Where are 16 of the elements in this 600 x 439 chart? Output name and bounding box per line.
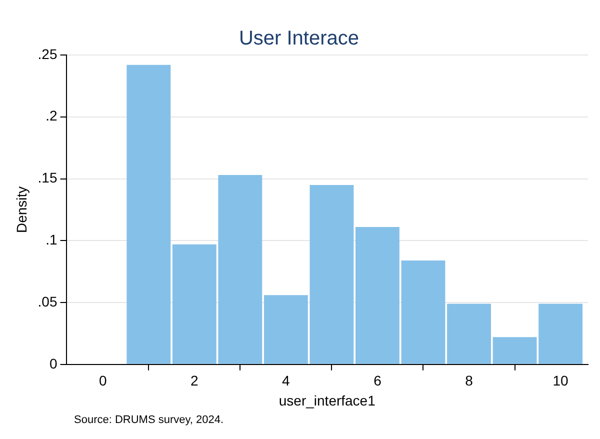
source-note: Source: DRUMS survey, 2024. [74,414,224,426]
y-axis-title: Density [13,186,30,234]
y-tick-label: .05 [38,293,58,310]
y-tick-label: .15 [38,170,58,186]
x-tick-label: 8 [465,372,474,389]
chart-title: User Interace [238,28,360,50]
y-tick-label: .2 [46,108,58,124]
x-axis-title: user_interface1 [278,392,376,408]
x-tick-label: 2 [190,372,199,389]
x-tick-label: 4 [282,372,290,389]
y-tick-label: .1 [46,232,58,248]
x-tick-label: 0 [98,372,107,389]
y-tick-label: 0 [49,355,58,372]
x-tick-label: 6 [374,372,382,389]
x-tick-label: 10 [552,372,569,389]
y-tick-label: .25 [38,46,58,62]
